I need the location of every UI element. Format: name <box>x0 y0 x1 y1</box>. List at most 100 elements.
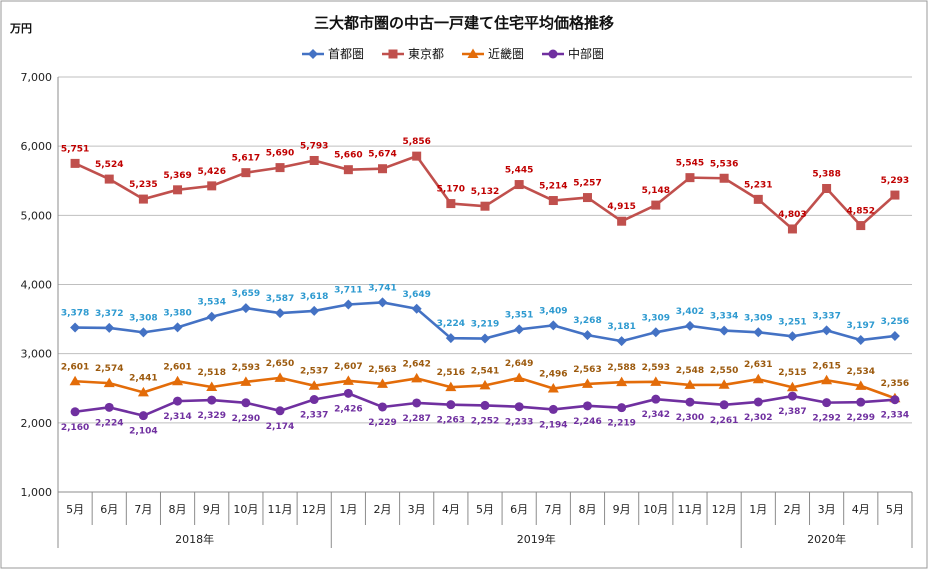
legend-item: 近畿圏 <box>462 47 524 61</box>
data-point-diamond <box>480 333 490 344</box>
year-label: 2019年 <box>517 532 556 546</box>
data-label: 3,711 <box>334 285 362 295</box>
data-point-triangle <box>308 380 320 390</box>
data-label: 5,170 <box>437 185 465 195</box>
data-label: 2,246 <box>573 417 601 427</box>
data-point-circle <box>412 398 422 408</box>
data-label: 5,690 <box>266 149 294 159</box>
data-label: 2,516 <box>437 368 465 378</box>
data-point-triangle <box>342 375 354 385</box>
x-tick-label: 7月 <box>134 503 152 516</box>
data-label: 5,793 <box>300 141 328 151</box>
data-point-square <box>173 185 183 195</box>
data-label: 2,563 <box>368 365 396 375</box>
data-label: 2,593 <box>642 363 670 373</box>
y-tick-label: 7,000 <box>21 71 53 84</box>
data-point-square <box>207 181 217 191</box>
data-point-square <box>822 183 832 193</box>
data-label: 2,233 <box>505 418 533 428</box>
data-point-triangle <box>718 379 730 389</box>
x-tick-label: 2月 <box>374 503 392 516</box>
x-tick-label: 10月 <box>233 503 258 516</box>
x-tick-label: 9月 <box>613 503 631 516</box>
data-point-circle <box>753 397 763 407</box>
data-point-circle <box>173 396 183 406</box>
data-point-circle <box>822 398 832 408</box>
data-label: 5,235 <box>129 180 157 190</box>
data-label: 3,741 <box>368 283 396 293</box>
data-point-diamond <box>343 299 354 310</box>
legend-label: 中部圏 <box>568 46 604 61</box>
data-point-circle <box>343 388 353 398</box>
data-label: 2,229 <box>368 418 396 428</box>
x-tick-label: 4月 <box>442 503 460 516</box>
data-label: 2,563 <box>573 365 601 375</box>
data-label: 2,104 <box>129 427 157 437</box>
legend-label: 近畿圏 <box>488 47 524 61</box>
data-label: 2,263 <box>437 416 465 426</box>
data-point-square <box>890 190 900 200</box>
x-tick-label: 5月 <box>66 503 84 516</box>
data-point-triangle <box>467 48 479 58</box>
data-label: 3,309 <box>744 313 772 323</box>
data-point-diamond <box>650 327 661 338</box>
data-point-circle <box>70 407 80 417</box>
data-point-square <box>685 173 695 183</box>
data-point-circle <box>309 395 319 405</box>
data-label: 5,524 <box>95 160 123 170</box>
data-point-square <box>582 193 592 203</box>
data-point-circle <box>685 397 695 407</box>
data-label: 3,380 <box>163 308 191 318</box>
data-label: 3,251 <box>778 317 806 327</box>
data-point-square <box>343 165 353 175</box>
data-label: 2,541 <box>471 366 499 376</box>
x-tick-label: 11月 <box>268 503 293 516</box>
y-tick-label: 2,000 <box>21 417 53 430</box>
series-3 <box>69 372 901 403</box>
data-label: 4,852 <box>847 207 875 217</box>
x-tick-label: 4月 <box>852 503 870 516</box>
data-point-square <box>275 163 285 173</box>
data-point-square <box>378 164 388 174</box>
data-label: 2,292 <box>812 414 840 424</box>
x-tick-label: 2月 <box>783 503 801 516</box>
data-label: 3,649 <box>402 290 430 300</box>
data-label: 2,356 <box>881 379 909 389</box>
data-point-triangle <box>445 381 457 392</box>
x-tick-label: 5月 <box>886 503 904 516</box>
data-point-square <box>138 194 148 204</box>
data-point-diamond <box>172 322 183 333</box>
data-label: 2,160 <box>61 423 89 433</box>
data-label: 2,290 <box>232 414 260 424</box>
data-label: 3,402 <box>676 307 704 317</box>
chart-title: 三大都市圏の中古一戸建て住宅平均価格推移 <box>314 14 614 32</box>
data-label: 3,334 <box>710 312 738 322</box>
data-point-square <box>753 194 763 204</box>
y-tick-label: 4,000 <box>21 279 53 292</box>
data-point-diamond <box>309 305 320 316</box>
data-point-diamond <box>821 325 832 336</box>
data-label: 4,915 <box>607 202 635 212</box>
data-point-triangle <box>274 372 286 382</box>
x-tick-label: 9月 <box>203 503 221 516</box>
data-label: 3,351 <box>505 310 533 320</box>
data-point-diamond <box>411 303 422 314</box>
y-tick-label: 1,000 <box>21 486 53 499</box>
data-label: 2,194 <box>539 420 567 430</box>
data-label: 5,132 <box>471 187 499 197</box>
data-point-square <box>388 49 398 59</box>
x-tick-label: 8月 <box>578 503 596 516</box>
data-point-diamond <box>104 322 115 333</box>
data-label: 5,445 <box>505 166 533 176</box>
y-axis-unit-label: 万円 <box>9 22 32 35</box>
data-label: 5,751 <box>61 144 89 154</box>
data-point-triangle <box>240 376 252 386</box>
data-label: 5,660 <box>334 151 362 161</box>
x-tick-label: 12月 <box>712 503 737 516</box>
data-point-square <box>412 151 422 161</box>
data-label: 5,257 <box>573 179 601 189</box>
legend: 首都圏 東京都 近畿圏 中部圏 <box>302 46 604 61</box>
x-tick-label: 12月 <box>302 503 327 516</box>
data-point-diamond <box>787 331 798 342</box>
